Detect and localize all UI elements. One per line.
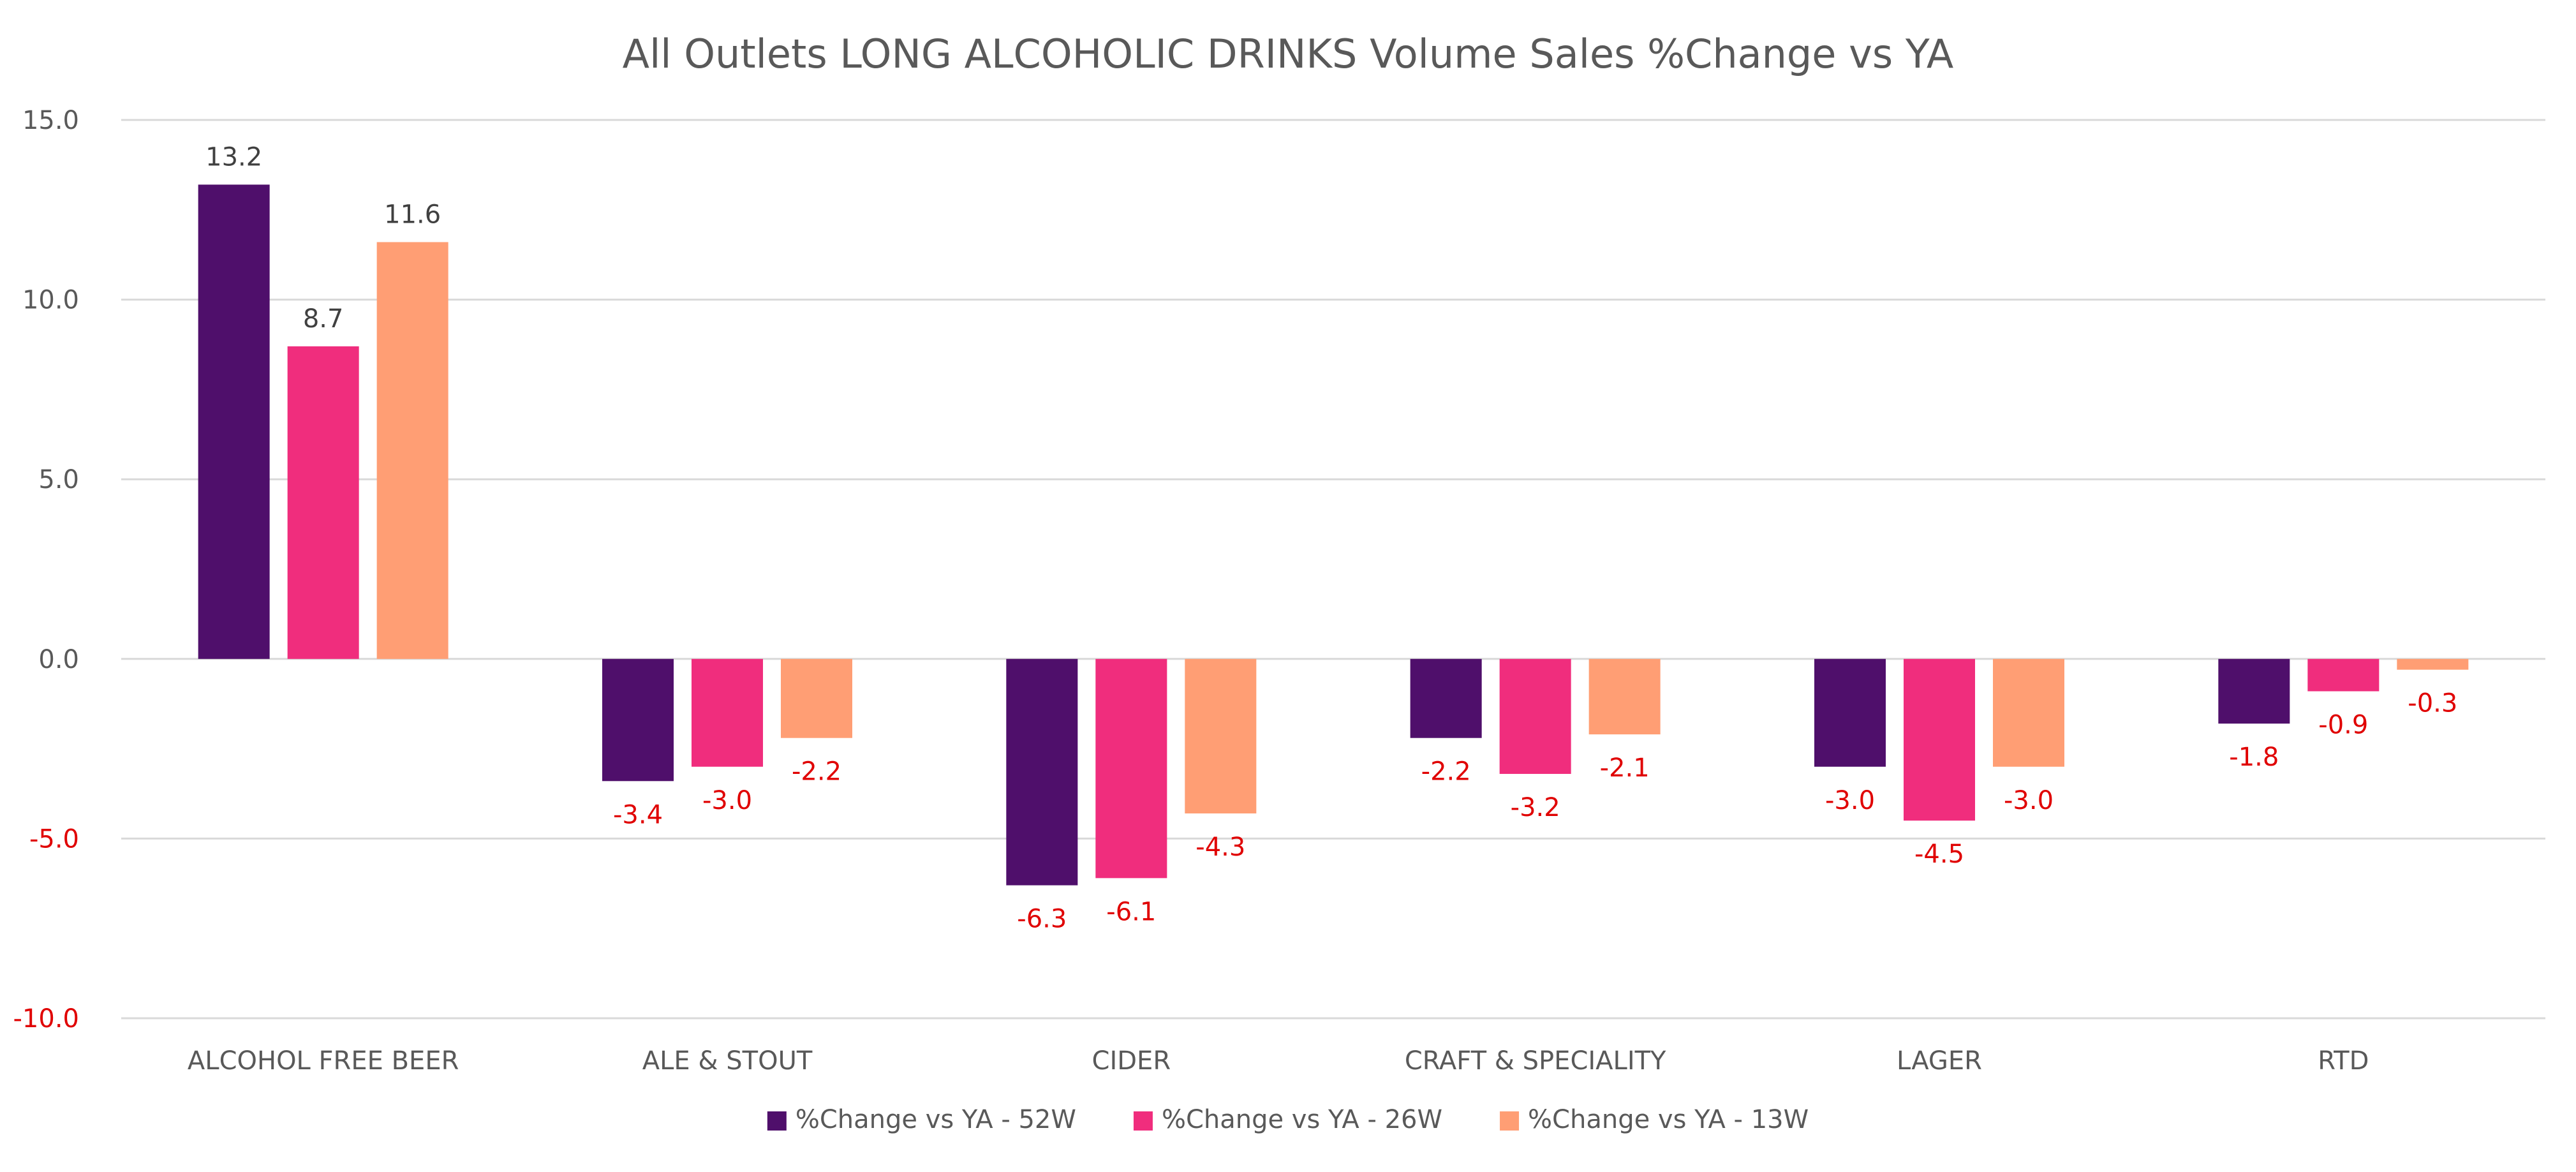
data-label: -2.2 [792,757,841,787]
legend-swatch [1133,1111,1153,1131]
bar [287,346,359,659]
data-label: -4.5 [1914,840,1964,869]
data-label: -3.0 [2004,786,2054,815]
bar [602,658,674,782]
gridlines [121,119,2545,1020]
bar [1814,658,1886,767]
bar [2397,658,2469,670]
data-label: -1.8 [2229,743,2279,772]
bar [1904,658,1975,821]
data-label: -2.2 [1421,757,1471,787]
data-label: 13.2 [205,142,262,172]
bar [198,184,270,659]
x-tick-label: ALCOHOL FREE BEER [188,1046,459,1076]
y-tick-label: -5.0 [29,824,79,854]
x-tick-label: ALE & STOUT [642,1046,813,1076]
bar [1095,658,1167,879]
bar [692,658,763,767]
y-tick-label: -10.0 [13,1004,80,1034]
legend-item: %Change vs YA - 52W [767,1105,1076,1134]
data-label: -0.9 [2318,710,2368,739]
data-label: -3.4 [613,800,663,829]
legend-swatch [767,1111,787,1131]
data-label: -3.0 [702,786,752,815]
bar [781,658,852,738]
legend-item: %Change vs YA - 13W [1500,1105,1809,1134]
legend-item: %Change vs YA - 26W [1133,1105,1442,1134]
chart-title: All Outlets LONG ALCOHOLIC DRINKS Volume… [623,31,1954,77]
data-labels: 13.2 8.7 11.6 -3.4 -3.0 -2.2 -6.3 -6.1 -4.3 -2.2 -… [205,142,2457,933]
x-tick-label: RTD [2318,1046,2369,1076]
x-tick-label: CIDER [1092,1046,1171,1076]
bar [1410,658,1482,738]
legend: %Change vs YA - 52W %Change vs YA - 26W %C… [767,1105,1809,1134]
legend-label: %Change vs YA - 13W [1528,1105,1809,1134]
data-label: -3.2 [1511,793,1560,822]
bar [2218,658,2290,724]
y-tick-label: 0.0 [38,645,79,674]
bar [1006,658,1078,886]
y-tick-label: 10.0 [22,286,79,315]
data-label: -0.3 [2408,689,2457,718]
y-tick-label: 5.0 [38,465,79,494]
legend-label: %Change vs YA - 52W [796,1105,1076,1134]
x-axis-ticks: ALCOHOL FREE BEER ALE & STOUT CIDER CRAFT &… [188,1046,2369,1076]
bars [198,184,2469,886]
data-label: 11.6 [384,200,441,229]
y-axis-ticks: 15.0 10.0 5.0 0.0 -5.0 -10.0 [13,106,80,1034]
bar [1499,658,1571,775]
legend-swatch [1500,1111,1520,1131]
bar [1993,658,2064,767]
data-label: -6.1 [1106,897,1156,926]
bar [1185,658,1257,813]
data-label: -2.1 [1600,753,1650,783]
bar [2307,658,2380,692]
data-label: -4.3 [1195,833,1245,862]
data-label: -6.3 [1017,905,1067,934]
bar [376,242,448,659]
data-label: 8.7 [303,304,344,334]
x-tick-label: LAGER [1897,1046,1982,1076]
data-label: -3.0 [1825,786,1875,815]
bar [1588,658,1661,735]
y-tick-label: 15.0 [22,106,79,135]
x-tick-label: CRAFT & SPECIALITY [1405,1046,1666,1076]
legend-label: %Change vs YA - 26W [1162,1105,1442,1134]
